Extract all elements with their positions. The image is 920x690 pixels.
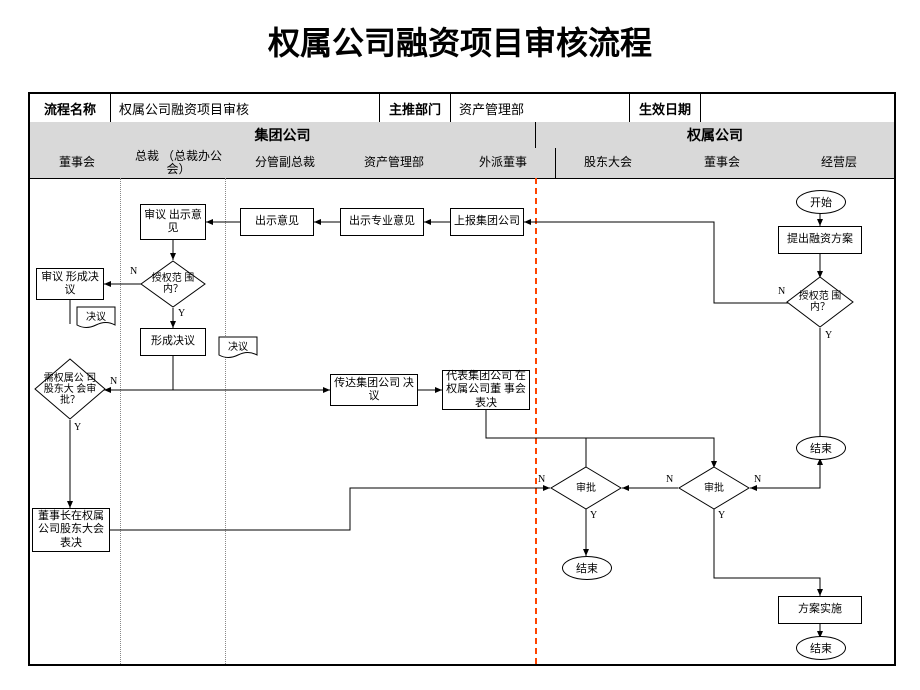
- node-need-shareholder: 需权属公 司股东大 会审批？: [34, 358, 106, 420]
- node-review-opinion: 审议 出示意见: [140, 204, 206, 240]
- branch-n-4b: N: [666, 474, 673, 485]
- node-doc-resolution-2: 决议: [76, 306, 116, 332]
- branch-y-2: Y: [178, 308, 185, 319]
- node-end-1: 结束: [796, 436, 846, 460]
- node-transmit: 传达集团公司 决议: [330, 374, 418, 406]
- node-form-resolution: 形成决议: [140, 328, 206, 356]
- meta-row: 流程名称 权属公司融资项目审核 主推部门 资产管理部 生效日期: [30, 94, 894, 123]
- branch-n-2: N: [130, 266, 137, 277]
- meta-name-label: 流程名称: [30, 94, 111, 122]
- col-0: 董事会: [30, 148, 124, 178]
- node-doc-resolution-1: 决议: [218, 336, 258, 362]
- branch-y-1: Y: [825, 330, 832, 341]
- node-represent-vote: 代表集团公司 在权属公司董 事会表决: [442, 370, 530, 410]
- node-auth-scope-left: 授权范 围内？: [140, 260, 206, 308]
- node-auth-scope-right: 授权范 围内？: [786, 276, 854, 328]
- node-prof-opinion: 出示专业意见: [340, 208, 424, 236]
- node-end-2: 结束: [562, 556, 612, 580]
- connectors: [30, 178, 894, 664]
- flowchart-frame: 流程名称 权属公司融资项目审核 主推部门 资产管理部 生效日期 集团公司 权属公…: [28, 92, 896, 666]
- node-report-group: 上报集团公司: [450, 208, 524, 236]
- node-approve-shareholder: 审批: [550, 466, 622, 510]
- swimlanes-area: 开始 提出融资方案 授权范 围内？ N Y 上报集团公司 出示专业意见 出示意见…: [30, 178, 894, 664]
- col-5: 股东大会: [556, 148, 660, 178]
- col-6: 董事会: [660, 148, 784, 178]
- node-chairman-vote: 董事长在权属 公司股东大会 表决: [32, 508, 110, 552]
- branch-y-5: Y: [590, 510, 597, 521]
- branch-n-4: N: [754, 474, 761, 485]
- node-end-3: 结束: [796, 636, 846, 660]
- lane-divider-1: [120, 178, 121, 664]
- group-right: 权属公司: [536, 122, 894, 148]
- node-propose: 提出融资方案: [778, 226, 862, 254]
- node-approve-board: 审批: [678, 466, 750, 510]
- group-separator: [535, 178, 537, 664]
- group-row: 集团公司 权属公司: [30, 122, 894, 149]
- col-2: 分管副总裁: [233, 148, 337, 178]
- col-1: 总裁 （总裁办公会）: [124, 148, 233, 178]
- node-show-opinion: 出示意见: [240, 208, 314, 236]
- node-start: 开始: [796, 190, 846, 214]
- meta-dept-value: 资产管理部: [451, 94, 630, 122]
- branch-n-5: N: [538, 474, 545, 485]
- meta-date-value: [701, 94, 894, 122]
- meta-name-value: 权属公司融资项目审核: [111, 94, 380, 122]
- col-3: 资产管理部: [337, 148, 451, 178]
- meta-date-label: 生效日期: [630, 94, 701, 122]
- col-7: 经营层: [784, 148, 894, 178]
- node-implement: 方案实施: [778, 596, 862, 624]
- columns-row: 董事会 总裁 （总裁办公会） 分管副总裁 资产管理部 外派董事 股东大会 董事会…: [30, 148, 894, 179]
- branch-n-3: N: [110, 376, 117, 387]
- branch-n-1: N: [778, 286, 785, 297]
- branch-y-4: Y: [718, 510, 725, 521]
- group-left: 集团公司: [30, 122, 536, 148]
- meta-dept-label: 主推部门: [380, 94, 451, 122]
- col-4: 外派董事: [451, 148, 556, 178]
- page-title: 权属公司融资项目审核流程: [0, 0, 920, 78]
- lane-divider-2: [225, 178, 226, 664]
- branch-y-3: Y: [74, 422, 81, 433]
- node-review-form: 审议 形成决议: [36, 268, 104, 300]
